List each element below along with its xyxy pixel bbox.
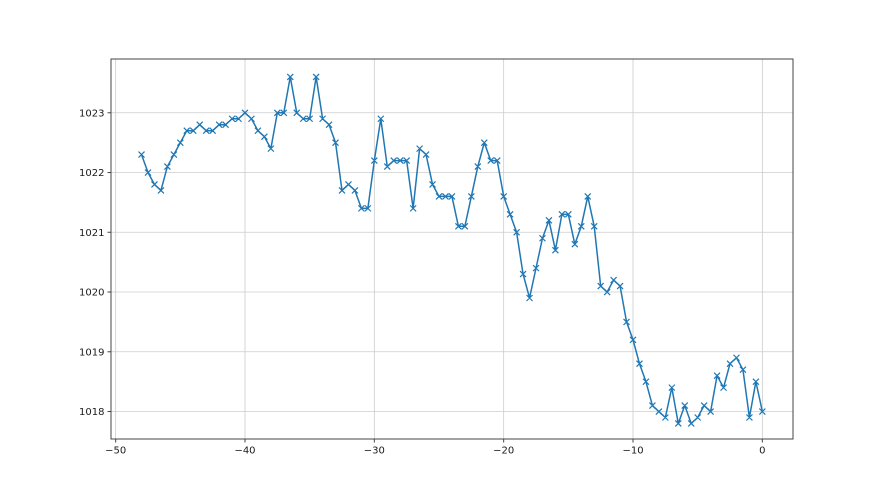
x-tick-label: −10 (622, 446, 643, 457)
x-tick-label: −20 (493, 446, 514, 457)
y-tick-label: 1023 (79, 108, 104, 119)
y-tick-label: 1021 (79, 228, 104, 239)
x-tick-label: −30 (364, 446, 385, 457)
y-tick-label: 1018 (79, 407, 104, 418)
x-tick-label: −40 (234, 446, 255, 457)
x-tick-label: −50 (105, 446, 126, 457)
x-tick-label: 0 (759, 446, 765, 457)
y-tick-label: 1019 (79, 347, 104, 358)
data-line (140, 76, 764, 425)
y-tick-label: 1022 (79, 168, 104, 179)
plot-border (110, 58, 794, 440)
data-point-markers (138, 73, 766, 427)
y-tick-label: 1020 (79, 288, 104, 299)
